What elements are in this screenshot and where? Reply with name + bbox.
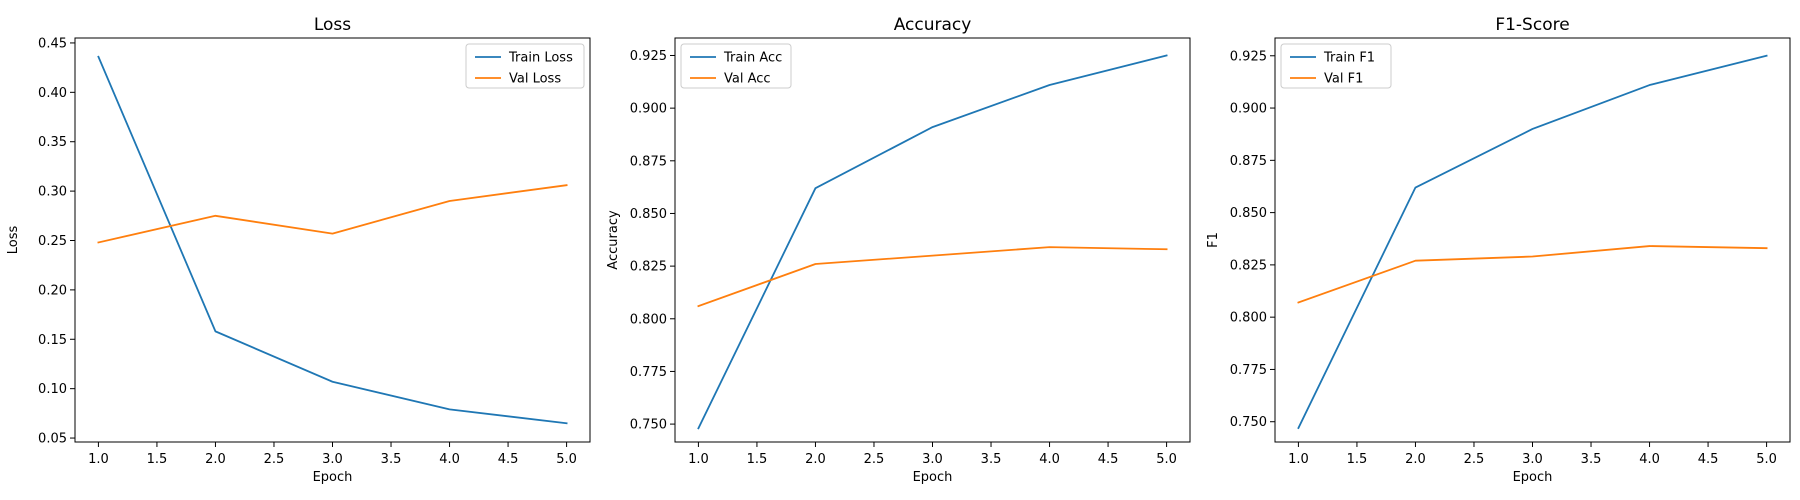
y-tick-label: 0.10 [38, 382, 67, 397]
axes-frame [1274, 37, 1791, 443]
x-tick-label: 1.5 [747, 452, 768, 467]
chart-panel-3: F1-Score 1.0 1.5 2.0 2.5 3.0 3.5 4.0 4.5 5.0 0.750… [1206, 15, 1791, 485]
series-line-train-f1 [1297, 54, 1768, 430]
x-tick-label: 4.5 [1098, 452, 1119, 467]
y-tick-label: 0.15 [38, 333, 67, 348]
series-line-val-f1 [1297, 245, 1768, 304]
series-line-train-loss [97, 55, 568, 425]
y-tick-label: 0.900 [630, 102, 667, 117]
x-tick-label: 4.0 [439, 452, 460, 467]
y-tick-label: 0.45 [38, 36, 67, 51]
x-tick-label: 2.5 [1464, 452, 1485, 467]
y-tick-label: 0.40 [38, 86, 67, 101]
x-tick-label: 2.0 [205, 452, 226, 467]
x-axis-label: Epoch [913, 470, 953, 485]
x-tick-label: 1.0 [88, 452, 109, 467]
y-tick-label: 0.925 [1230, 49, 1267, 64]
y-tick-label: 0.750 [1230, 415, 1267, 430]
x-tick-label: 1.0 [688, 452, 709, 467]
y-tick-label: 0.750 [630, 418, 667, 433]
axes-frame [674, 37, 1191, 443]
chart-title: Loss [314, 15, 351, 35]
x-tick-label: 4.0 [1039, 452, 1060, 467]
legend-box [465, 43, 585, 89]
legend-label: Train F1 [1323, 51, 1375, 66]
y-tick-label: 0.25 [38, 234, 67, 249]
legend-box [680, 43, 792, 89]
x-tick-label: 4.5 [498, 452, 519, 467]
legend-label: Val Loss [509, 72, 561, 87]
y-tick-label: 0.05 [38, 432, 67, 447]
series-line-val-acc [697, 246, 1168, 308]
x-tick-label: 3.5 [981, 452, 1002, 467]
y-axis-label: F1 [1206, 232, 1221, 248]
x-tick-label: 4.5 [1698, 452, 1719, 467]
x-tick-label: 5.0 [1756, 452, 1777, 467]
x-tick-label: 3.5 [381, 452, 402, 467]
series-line-val-loss [97, 184, 568, 244]
chart-title: F1-Score [1495, 15, 1569, 35]
chart-panel-1: Loss 1.0 1.5 2.0 2.5 3.0 3.5 4.0 4.5 5.0 0.05 0.10 0… [6, 15, 591, 485]
chart-title: Accuracy [894, 15, 972, 35]
y-tick-label: 0.850 [1230, 206, 1267, 221]
chart-panel-2: Accuracy 1.0 1.5 2.0 2.5 3.0 3.5 4.0 4.5 5.0 0.750… [606, 15, 1191, 485]
x-tick-label: 3.5 [1581, 452, 1602, 467]
y-tick-label: 0.825 [630, 260, 667, 275]
y-tick-label: 0.825 [1230, 258, 1267, 273]
legend-label: Train Acc [723, 51, 782, 66]
legend-label: Val Acc [724, 72, 771, 87]
x-axis-label: Epoch [313, 470, 353, 485]
legend: Train Loss Val Loss [465, 43, 585, 89]
y-tick-label: 0.30 [38, 185, 67, 200]
legend-box [1280, 43, 1392, 89]
x-tick-label: 2.5 [864, 452, 885, 467]
legend-label: Train Loss [508, 51, 573, 66]
y-tick-label: 0.875 [1230, 154, 1267, 169]
y-tick-label: 0.800 [1230, 311, 1267, 326]
y-tick-label: 0.800 [630, 312, 667, 327]
x-tick-label: 1.5 [1347, 452, 1368, 467]
x-tick-label: 3.0 [922, 452, 943, 467]
series-line-train-acc [697, 54, 1168, 430]
x-tick-label: 2.0 [805, 452, 826, 467]
legend: Train F1 Val F1 [1280, 43, 1392, 89]
y-tick-label: 0.900 [1230, 102, 1267, 117]
legend: Train Acc Val Acc [680, 43, 792, 89]
x-tick-label: 2.5 [264, 452, 285, 467]
y-tick-label: 0.775 [630, 365, 667, 380]
y-tick-label: 0.875 [630, 154, 667, 169]
y-tick-label: 0.925 [630, 49, 667, 64]
x-tick-label: 2.0 [1405, 452, 1426, 467]
y-axis-label: Loss [6, 226, 21, 255]
y-tick-label: 0.775 [1230, 363, 1267, 378]
x-tick-label: 5.0 [556, 452, 577, 467]
x-tick-label: 3.0 [322, 452, 343, 467]
x-tick-label: 3.0 [1522, 452, 1543, 467]
x-tick-label: 1.5 [147, 452, 168, 467]
legend-label: Val F1 [1324, 72, 1363, 87]
y-tick-label: 0.20 [38, 283, 67, 298]
y-axis-label: Accuracy [606, 210, 621, 270]
y-tick-label: 0.850 [630, 207, 667, 222]
x-tick-label: 1.0 [1288, 452, 1309, 467]
y-tick-label: 0.35 [38, 135, 67, 150]
x-tick-label: 5.0 [1156, 452, 1177, 467]
x-tick-label: 4.0 [1639, 452, 1660, 467]
x-axis-label: Epoch [1513, 470, 1553, 485]
